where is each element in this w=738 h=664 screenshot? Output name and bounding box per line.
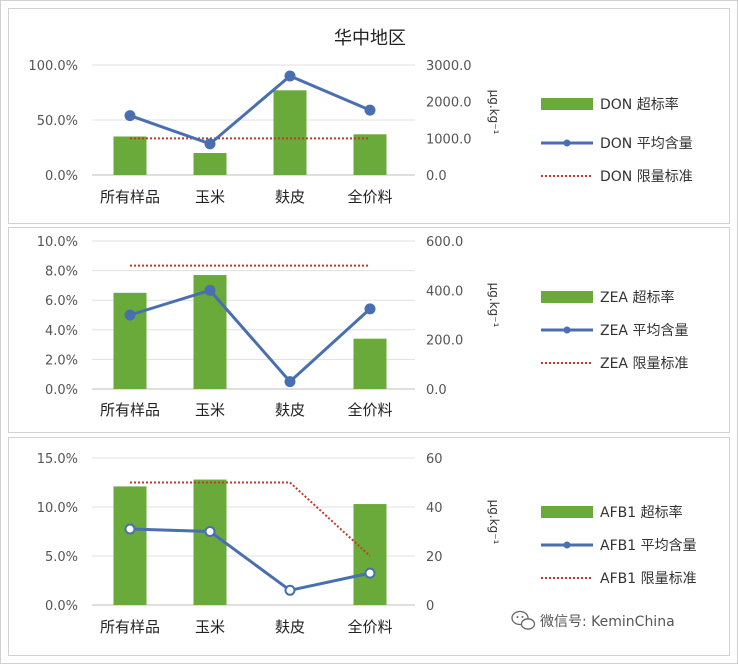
average-point <box>364 567 376 579</box>
legend-label-line: AFB1 平均含量 <box>600 538 697 554</box>
legend-swatch-bar <box>541 98 593 110</box>
right-axis-unit: μg.kg⁻¹ <box>487 90 501 135</box>
left-tick-label: 50.0% <box>37 114 78 129</box>
left-tick-label: 8.0% <box>45 265 78 280</box>
category-label: 玉米 <box>195 401 225 419</box>
right-tick-label: 3000.0 <box>426 59 472 74</box>
bar <box>353 134 387 175</box>
bar <box>193 479 227 605</box>
left-tick-label: 5.0% <box>45 550 78 565</box>
left-tick-label: 6.0% <box>45 294 78 309</box>
bar <box>353 504 387 605</box>
average-point <box>204 138 216 150</box>
average-line <box>129 288 372 384</box>
panel-1-border <box>8 8 730 224</box>
right-tick-label: 0 <box>426 599 434 614</box>
category-label: 全价料 <box>347 618 392 636</box>
right-tick-label: 0.0 <box>426 383 447 398</box>
right-axis-unit: μg.kg⁻¹ <box>487 500 501 545</box>
category-label: 所有样品 <box>100 188 160 206</box>
left-tick-label: 0.0% <box>45 383 78 398</box>
average-point <box>124 110 136 122</box>
left-tick-label: 0.0% <box>45 169 78 184</box>
average-line <box>129 527 371 592</box>
right-tick-label: 400.0 <box>426 284 463 299</box>
category-label: 全价料 <box>347 401 392 419</box>
average-point <box>364 303 376 315</box>
right-tick-label: 20 <box>426 550 443 565</box>
legend-label-bar: AFB1 超标率 <box>600 504 683 521</box>
average-point <box>284 584 296 596</box>
panel-2-border <box>8 227 730 433</box>
legend-swatch-bar <box>541 506 593 518</box>
average-point <box>124 309 136 321</box>
category-label: 全价料 <box>347 188 392 206</box>
legend-label-limit: ZEA 限量标准 <box>600 356 688 372</box>
bar <box>113 136 147 175</box>
average-point <box>204 526 216 537</box>
legend-swatch-point <box>563 541 571 549</box>
average-line <box>129 74 371 146</box>
legend-label-limit: AFB1 限量标准 <box>600 571 697 587</box>
bar <box>113 292 147 389</box>
category-label: 玉米 <box>195 618 225 636</box>
legend-swatch-point <box>563 326 571 334</box>
left-tick-label: 2.0% <box>45 353 78 368</box>
legend-label-line: ZEA 平均含量 <box>600 323 688 339</box>
legend-swatch-point <box>563 139 571 147</box>
legend-swatch-bar <box>541 291 593 303</box>
right-tick-label: 600.0 <box>426 235 463 250</box>
category-label: 所有样品 <box>100 618 160 636</box>
average-point <box>204 284 216 296</box>
watermark: 微信号: KeminChina <box>511 610 675 630</box>
wechat-icon <box>511 610 536 630</box>
legend-label-bar: DON 超标率 <box>600 96 679 113</box>
right-tick-label: 1000.0 <box>426 132 472 147</box>
category-label: 所有样品 <box>100 401 160 419</box>
right-tick-label: 2000.0 <box>426 96 472 111</box>
right-axis-unit: μg.kg⁻¹ <box>487 283 501 328</box>
right-tick-label: 0.0 <box>426 169 447 184</box>
legend-label-bar: ZEA 超标率 <box>600 289 674 306</box>
bar <box>193 153 227 175</box>
legend-label-line: DON 平均含量 <box>600 136 693 152</box>
watermark-text: 微信号: KeminChina <box>540 614 675 630</box>
bar <box>353 338 387 389</box>
right-tick-label: 40 <box>426 501 443 516</box>
legend-label-limit: DON 限量标准 <box>600 169 693 185</box>
bar <box>273 90 307 175</box>
left-tick-label: 0.0% <box>45 599 78 614</box>
category-label: 麸皮 <box>275 188 305 206</box>
right-tick-label: 60 <box>426 452 443 467</box>
panel-3-border <box>8 437 730 656</box>
limit-line <box>130 481 371 557</box>
average-point <box>364 104 376 116</box>
average-point <box>284 70 296 82</box>
category-label: 麸皮 <box>275 401 305 419</box>
left-tick-label: 10.0% <box>37 501 78 516</box>
average-point <box>284 376 296 388</box>
bar <box>113 486 147 605</box>
category-label: 麸皮 <box>275 618 305 636</box>
average-point <box>124 523 136 535</box>
chart-title: 华中地区 <box>334 28 406 49</box>
left-tick-label: 4.0% <box>45 324 78 339</box>
left-tick-label: 10.0% <box>37 235 78 250</box>
category-label: 玉米 <box>195 188 225 206</box>
left-tick-label: 100.0% <box>28 59 78 74</box>
right-tick-label: 200.0 <box>426 334 463 349</box>
left-tick-label: 15.0% <box>37 452 78 467</box>
